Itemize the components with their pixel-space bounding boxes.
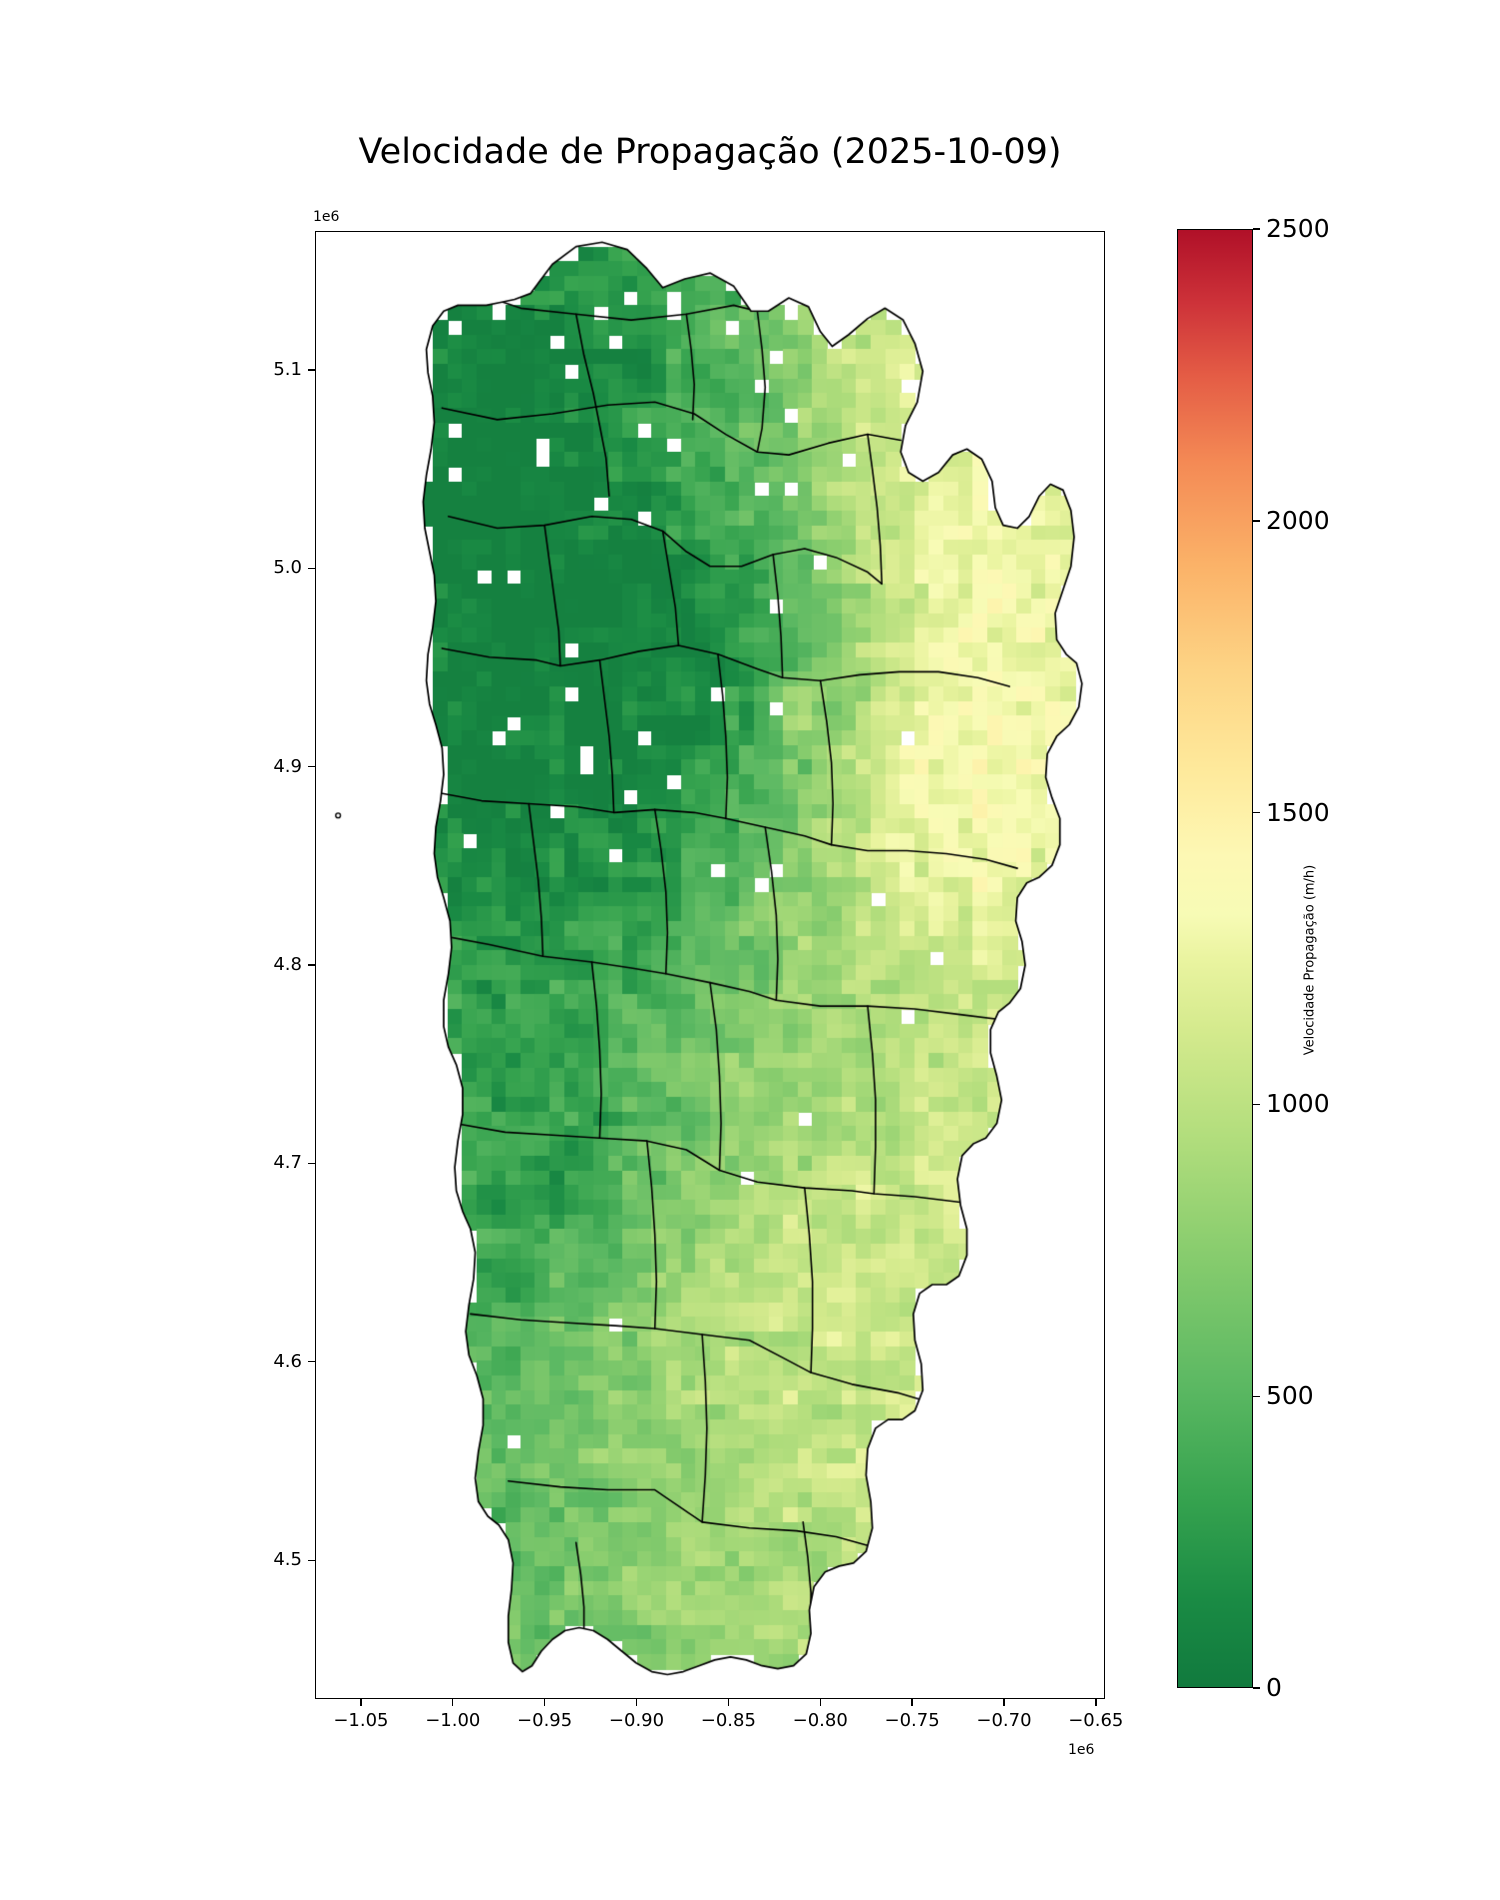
colorbar-tick-mark [1253,812,1260,814]
y-tick-mark [308,964,315,966]
colorbar-tick-mark [1253,228,1260,230]
y-tick-mark [308,1361,315,1363]
y-tick-label: 5.1 [273,358,302,380]
x-tick-label: −0.65 [1068,1710,1124,1731]
x-tick-mark [544,1699,546,1706]
x-tick-mark [911,1699,913,1706]
colorbar [1177,229,1253,1688]
colorbar-tick-label: 500 [1266,1381,1314,1411]
map-axes [315,231,1105,1699]
y-tick-mark [308,766,315,768]
x-tick-label: −1.00 [425,1710,481,1731]
y-tick-label: 4.5 [273,1549,302,1571]
colorbar-tick-mark [1253,520,1260,522]
colorbar-tick-label: 2500 [1266,214,1330,243]
page-title: Velocidade de Propagação (2025-10-09) [358,132,1062,172]
colorbar-tick-label: 0 [1266,1673,1282,1702]
colorbar-tick-label: 1000 [1266,1089,1330,1119]
y-tick-label: 4.7 [273,1152,302,1174]
x-tick-mark [360,1699,362,1706]
y-tick-label: 5.0 [273,557,302,579]
x-tick-mark [1095,1699,1097,1706]
x-tick-mark [1003,1699,1005,1706]
x-tick-label: −0.95 [517,1710,573,1731]
x-tick-label: −0.75 [884,1710,940,1731]
x-tick-mark [635,1699,638,1706]
y-axis-offset-text: 1e6 [313,209,340,225]
x-tick-mark [452,1699,454,1706]
y-tick-mark [308,369,315,371]
x-tick-label: −0.70 [976,1710,1032,1731]
x-tick-label: −0.80 [792,1710,848,1731]
y-tick-label: 4.9 [273,755,302,777]
colorbar-label: Velocidade Propagação (m/h) [1302,864,1318,1056]
x-tick-mark [819,1699,821,1706]
x-tick-mark [727,1699,730,1706]
y-tick-label: 4.6 [273,1350,302,1372]
x-tick-label: −1.05 [333,1710,389,1731]
y-tick-mark [308,1162,315,1165]
colorbar-tick-label: 2000 [1266,505,1330,535]
x-tick-label: −0.90 [608,1710,665,1731]
propagation-speed-raster [316,232,1104,1698]
y-tick-mark [308,1559,315,1561]
y-tick-mark [308,567,315,569]
colorbar-tick-mark [1253,1103,1260,1106]
colorbar-tick-label: 1500 [1266,797,1330,827]
x-tick-label: −0.85 [700,1710,756,1731]
y-tick-label: 4.8 [273,954,302,975]
colorbar-tick-mark [1253,1687,1260,1689]
x-axis-offset-text: 1e6 [1068,1742,1095,1758]
colorbar-tick-mark [1253,1395,1260,1397]
